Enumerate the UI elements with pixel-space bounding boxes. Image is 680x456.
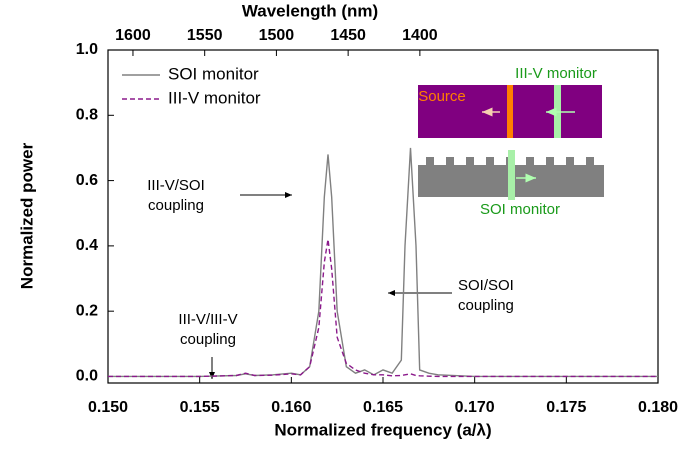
annotation: III-V/III-V: [178, 311, 237, 328]
x-tick-label: 0.165: [363, 399, 403, 416]
annotation: coupling: [148, 197, 204, 214]
inset-label: SOI monitor: [480, 201, 560, 218]
x2-axis-label: Wavelength (nm): [242, 1, 378, 20]
annotation: SOI/SOI: [458, 277, 514, 294]
x-tick-label: 0.170: [455, 399, 495, 416]
x2-tick-label: 1400: [402, 27, 438, 44]
x-tick-label: 0.180: [638, 399, 678, 416]
x-tick-label: 0.175: [546, 399, 586, 416]
annotation: coupling: [458, 297, 514, 314]
x2-tick-label: 1600: [115, 27, 151, 44]
y-tick-label: 0.6: [76, 172, 98, 189]
x2-tick-label: 1500: [259, 27, 295, 44]
legend-label: SOI monitor: [168, 64, 259, 83]
x-tick-label: 0.155: [180, 399, 220, 416]
x-tick-label: 0.150: [88, 399, 128, 416]
inset: Source III-V monitor SOI monitor: [418, 65, 604, 218]
legend-label: III-V monitor: [168, 88, 261, 107]
series-line: [108, 147, 658, 378]
annotation: III-V/SOI: [147, 177, 205, 194]
series-line: [108, 239, 658, 378]
y-tick-label: 0.0: [76, 368, 98, 385]
y-tick-label: 0.2: [76, 302, 98, 319]
y-axis-label: Normalized power: [17, 142, 36, 289]
y-tick-label: 0.8: [76, 107, 98, 124]
y-tick-label: 0.4: [76, 237, 98, 254]
soi-monitor-bar: [508, 150, 515, 200]
x-axis-label: Normalized frequency (a/λ): [274, 420, 491, 439]
x-tick-label: 0.160: [271, 399, 311, 416]
x2-tick-label: 1450: [330, 27, 366, 44]
inset-label: III-V monitor: [515, 65, 597, 82]
annotation: coupling: [180, 331, 236, 348]
source-bar: [507, 85, 513, 138]
inset-label: Source: [418, 88, 466, 105]
x2-tick-label: 1550: [187, 27, 223, 44]
y-tick-label: 1.0: [76, 41, 98, 58]
